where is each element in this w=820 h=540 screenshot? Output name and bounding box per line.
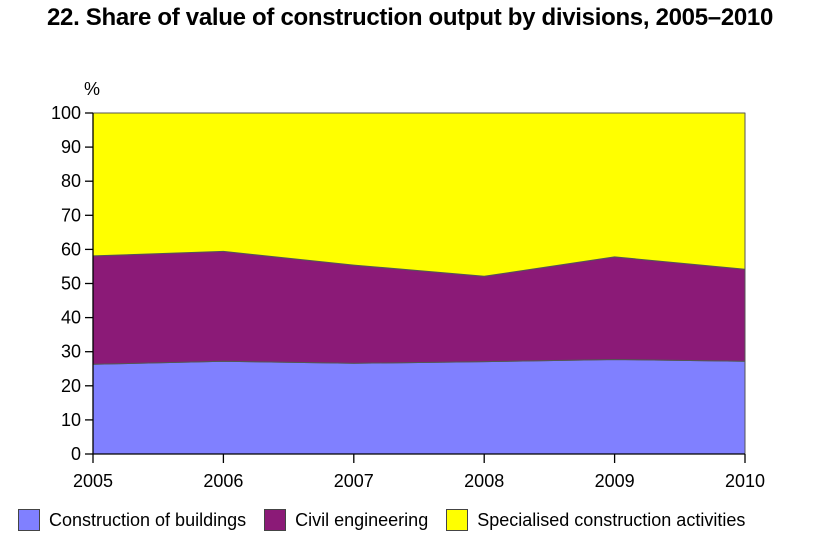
x-tick-label: 2008 [464, 471, 504, 491]
legend-swatch-civil [264, 509, 287, 531]
x-tick-label: 2009 [595, 471, 635, 491]
y-axis-label: % [84, 79, 100, 99]
y-tick-label: 0 [71, 444, 81, 464]
chart-title: 22. Share of value of construction outpu… [46, 4, 774, 31]
legend-item-specialised: Specialised construction activities [446, 509, 745, 531]
y-tick-label: 20 [61, 376, 81, 396]
legend-swatch-specialised [446, 509, 469, 531]
legend-label-specialised: Specialised construction activities [477, 509, 746, 530]
legend-label-buildings: Construction of buildings [49, 509, 247, 530]
y-tick-label: 30 [61, 342, 81, 362]
y-tick-label: 40 [61, 308, 81, 328]
y-tick-label: 90 [61, 137, 81, 157]
x-tick-label: 2006 [203, 471, 243, 491]
x-tick-label: 2010 [725, 471, 765, 491]
y-tick-label: 10 [61, 410, 81, 430]
series-areas [92, 112, 746, 455]
x-tick-label: 2007 [334, 471, 374, 491]
legend-swatch-buildings [18, 509, 40, 531]
y-tick-label: 60 [61, 239, 81, 259]
legend-item-buildings: Construction of buildings [18, 509, 246, 531]
legend-item-civil: Civil engineering [264, 509, 428, 531]
legend-label-civil: Civil engineering [295, 509, 429, 530]
legend: Construction of buildings Civil engineer… [18, 509, 763, 531]
y-tick-label: 70 [61, 205, 81, 225]
y-tick-label: 80 [61, 171, 81, 191]
x-tick-label: 2005 [73, 471, 113, 491]
area-series-0 [92, 359, 746, 455]
area-series-2 [92, 112, 746, 277]
y-tick-label: 100 [51, 103, 81, 123]
axes: 0 10 20 30 40 50 60 70 80 90 100 2005 2006 2007 2008 20… [51, 103, 765, 491]
y-tick-label: 50 [61, 274, 81, 294]
